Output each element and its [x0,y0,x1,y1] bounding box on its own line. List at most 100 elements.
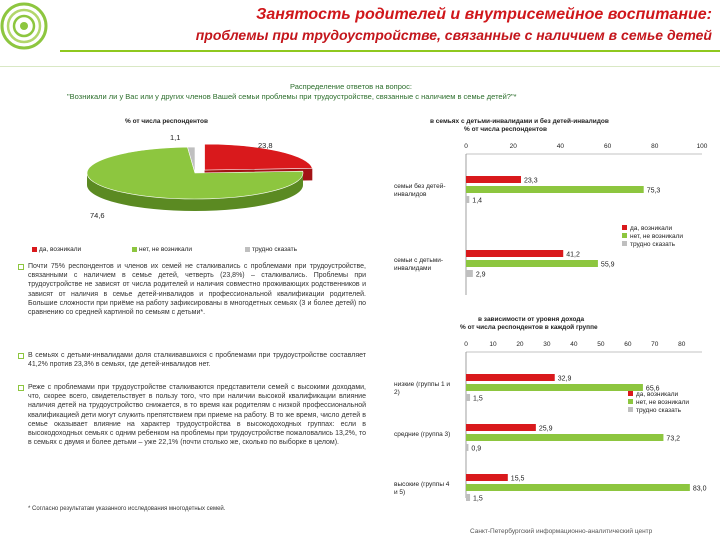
bar-value-label: 75,3 [647,188,661,195]
bar-value-label: 1,5 [473,496,483,503]
legend-swatch [622,233,627,238]
bar-yes [466,250,564,257]
paragraph-income: Реже с проблемами при трудоустройстве ст… [28,384,366,447]
legend-swatch-hard [245,246,250,252]
bar-value-label: 1,5 [473,396,483,403]
bar-value-label: 41,2 [566,252,580,259]
tick-label: 100 [697,143,708,150]
footnote: * Согласно результатам указанного исслед… [28,506,226,512]
pie-title: % от числа респондентов [125,118,208,125]
bullet-icon [18,353,24,359]
pie-slice-hard [187,146,196,174]
category-label: инвалидов [394,191,427,198]
bar-value-label: 15,5 [511,476,525,483]
tick-label: 0 [464,143,468,150]
bar-value-label: 2,9 [476,272,486,279]
tick-label: 70 [651,341,659,348]
bar-value-label: 73,2 [666,436,680,443]
legend-label: нет, не возникали [636,399,689,406]
tick-label: 80 [678,341,686,348]
tick-label: 20 [516,341,524,348]
page-title: Занятость родителей и внутрисемейное вос… [256,6,712,23]
pie-legend-yes: да, возникали [32,246,81,253]
bar-yes [466,374,555,381]
bar-value-label: 23,3 [524,178,538,185]
paragraph-summary: Почти 75% респондентов и членов их семей… [28,263,366,317]
category-label: 2) [394,389,400,396]
paragraph-disabled: В семьях с детьми-инвалидами доля сталки… [28,352,366,369]
source-credit: Санкт-Петербургский информационно-аналит… [470,528,653,535]
page-subtitle: проблемы при трудоустройстве, связанные … [195,27,712,43]
bar-yes [466,474,508,481]
tick-label: 80 [651,143,659,150]
bar2-title: в зависимости от уровня дохода [478,316,585,323]
legend-label: трудно сказать [252,246,297,253]
tick-label: 30 [543,341,551,348]
tick-label: 40 [570,341,578,348]
bar-no [466,434,664,441]
legend-label: да, возникали [630,225,673,232]
header-divider [60,50,720,52]
bar-value-label: 0,9 [471,446,481,453]
legend-label: трудно сказать [630,241,676,248]
tick-label: 0 [464,341,468,348]
bar1-subtitle: % от числа респондентов [464,126,547,133]
question-text: "Возникали ли у Вас или у других членов … [67,92,517,101]
pie-label-hard: 1,1 [170,133,180,142]
bar-value-label: 1,4 [472,198,482,205]
pie-label-no: 74,6 [90,211,105,220]
bar-no [466,186,644,193]
category-label: средние (группа 3) [394,431,450,438]
category-label: низкие (группы 1 и [394,381,450,388]
bar-value-label: 83,0 [693,486,707,493]
question-label: Распределение ответов на вопрос: [290,82,412,91]
legend-label: да, возникали [636,391,679,398]
legend-swatch-yes [32,246,37,252]
bar-hard [466,270,473,277]
bar-value-label: 25,9 [539,426,553,433]
category-label: и 5) [394,489,405,496]
legend-swatch [628,391,633,396]
category-label: семьи с детьми- [394,257,443,264]
bar-chart-disability: 0 20 40 60 80 100 семьи без детей-инвалидов 23,… [394,143,708,295]
bar1-title: в семьях с детьми-инвалидами и без детей… [430,118,609,125]
tick-label: 40 [557,143,565,150]
bar-value-label: 65,6 [646,386,660,393]
category-label: инвалидами [394,265,432,272]
legend-swatch [622,241,627,246]
pie-label-yes: 23,8 [258,141,273,150]
bullet-icon [18,385,24,391]
logo-rings-icon [0,2,48,50]
bar-chart-income: 0 10 20 30 40 50 60 70 80 низкие (группы 1 и2) 32,… [394,341,707,503]
pie-chart: 23,8 74,6 1,1 [86,133,313,220]
tick-label: 50 [597,341,605,348]
bar-hard [466,394,471,401]
bar-hard [466,444,469,451]
bar2-subtitle: % от числа респондентов в каждой группе [460,324,598,331]
tick-label: 60 [624,341,632,348]
bar-no [466,384,643,391]
legend-label: нет, не возникали [139,246,193,253]
bar-yes [466,176,521,183]
legend-label: да, возникали [39,246,82,253]
tick-label: 10 [489,341,497,348]
bullet-icon [18,264,24,270]
pie-legend-no: нет, не возникали [132,246,192,253]
tick-label: 20 [510,143,518,150]
category-label: высокие (группы 4 [394,481,450,488]
bar-no [466,260,598,267]
legend-swatch [622,225,627,230]
tick-label: 60 [604,143,612,150]
category-label: семьи без детей- [394,182,446,190]
legend-label: трудно сказать [636,407,682,414]
header-band [0,66,720,67]
bar-no [466,484,690,491]
bar-yes [466,424,536,431]
legend-swatch-no [132,246,137,252]
pie-slice-side [87,173,303,211]
bar-value-label: 32,9 [558,376,572,383]
legend-swatch [628,399,633,404]
bar-hard [466,494,471,501]
bar-hard [466,196,470,203]
pie-slice-yes [204,143,313,171]
